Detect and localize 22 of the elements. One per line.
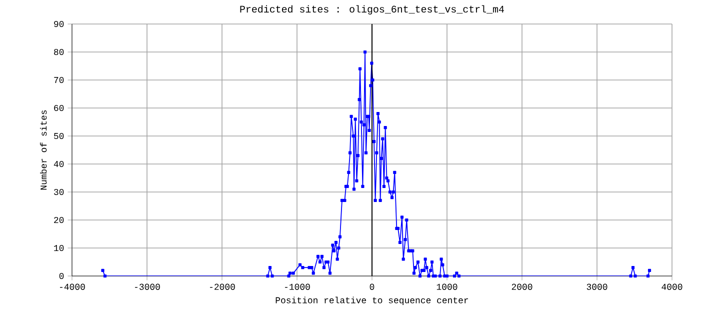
y-tick-label: 10: [54, 244, 64, 252]
y-tick-label: 90: [54, 20, 64, 28]
x-tick-label: 1000: [436, 284, 458, 290]
y-tick-label: 50: [54, 132, 64, 140]
x-tick-label: -3000: [135, 284, 160, 290]
x-axis-title: Position relative to sequence center: [276, 296, 468, 306]
y-tick-label: 0: [59, 272, 64, 280]
x-tick-label: 3000: [586, 284, 608, 290]
y-tick-label: 70: [54, 76, 64, 84]
x-tick-label: -2000: [210, 284, 235, 290]
x-tick-label: 4000: [662, 284, 682, 290]
y-tick-label: 60: [54, 104, 64, 112]
y-tick-label: 30: [54, 188, 64, 196]
x-tick-label: -4000: [60, 284, 85, 290]
x-tick-label: 2000: [512, 284, 532, 290]
x-tick-label: -1000: [285, 284, 310, 290]
y-axis-title: Number of sites: [40, 110, 47, 190]
chart-title: Predicted sites : oligos_6nt_test_vs_ctrl_m4: [240, 5, 504, 15]
x-tick-label: 0: [370, 284, 374, 290]
y-tick-label: 20: [54, 216, 64, 224]
y-tick-label: 80: [54, 48, 64, 56]
y-tick-label: 40: [54, 160, 64, 168]
